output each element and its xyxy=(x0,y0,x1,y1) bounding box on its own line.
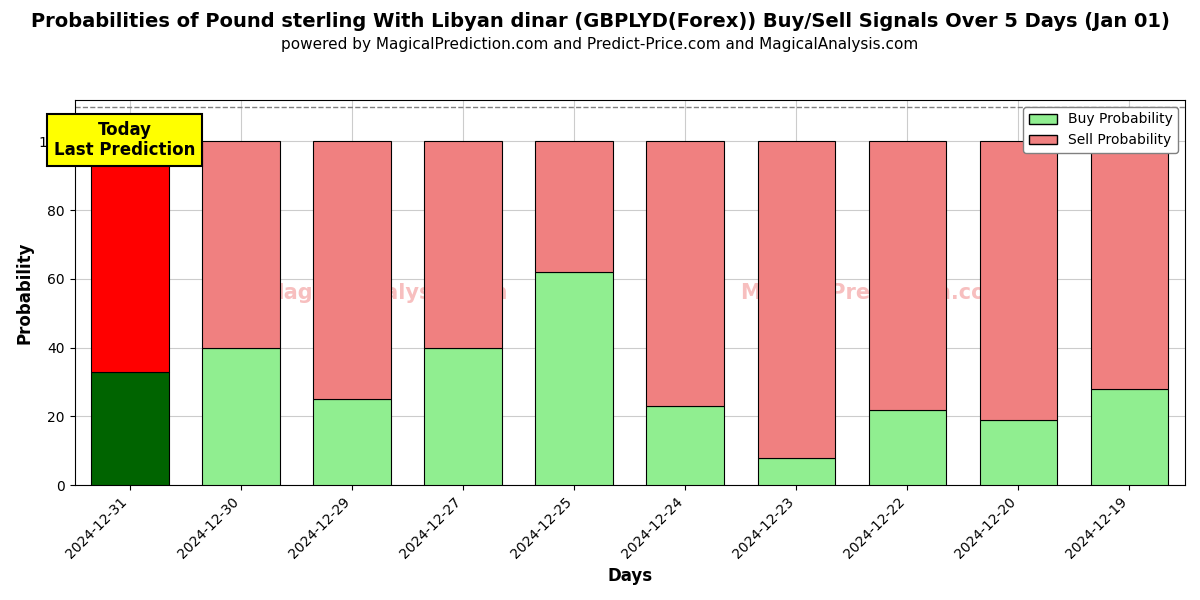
Bar xyxy=(757,141,835,458)
Bar xyxy=(1091,141,1169,389)
X-axis label: Days: Days xyxy=(607,567,653,585)
Legend: Buy Probability, Sell Probability: Buy Probability, Sell Probability xyxy=(1024,107,1178,153)
Bar xyxy=(979,141,1057,420)
Bar xyxy=(313,141,391,399)
Bar xyxy=(869,141,947,410)
Bar xyxy=(313,399,391,485)
Text: Probabilities of Pound sterling With Libyan dinar (GBPLYD(Forex)) Buy/Sell Signa: Probabilities of Pound sterling With Lib… xyxy=(30,12,1170,31)
Bar xyxy=(425,141,502,347)
Text: MagicalAnalysis.com: MagicalAnalysis.com xyxy=(263,283,508,302)
Bar xyxy=(203,141,280,347)
Bar xyxy=(91,141,169,371)
Bar xyxy=(535,141,613,272)
Bar xyxy=(91,371,169,485)
Bar xyxy=(647,141,725,406)
Text: powered by MagicalPrediction.com and Predict-Price.com and MagicalAnalysis.com: powered by MagicalPrediction.com and Pre… xyxy=(281,37,919,52)
Y-axis label: Probability: Probability xyxy=(16,241,34,344)
Bar xyxy=(203,347,280,485)
Bar xyxy=(1091,389,1169,485)
Bar xyxy=(869,410,947,485)
Bar xyxy=(979,420,1057,485)
Bar xyxy=(647,406,725,485)
Text: MagicalPrediction.com: MagicalPrediction.com xyxy=(740,283,1008,302)
Text: Today
Last Prediction: Today Last Prediction xyxy=(54,121,196,160)
Bar xyxy=(535,272,613,485)
Bar xyxy=(757,458,835,485)
Bar xyxy=(425,347,502,485)
